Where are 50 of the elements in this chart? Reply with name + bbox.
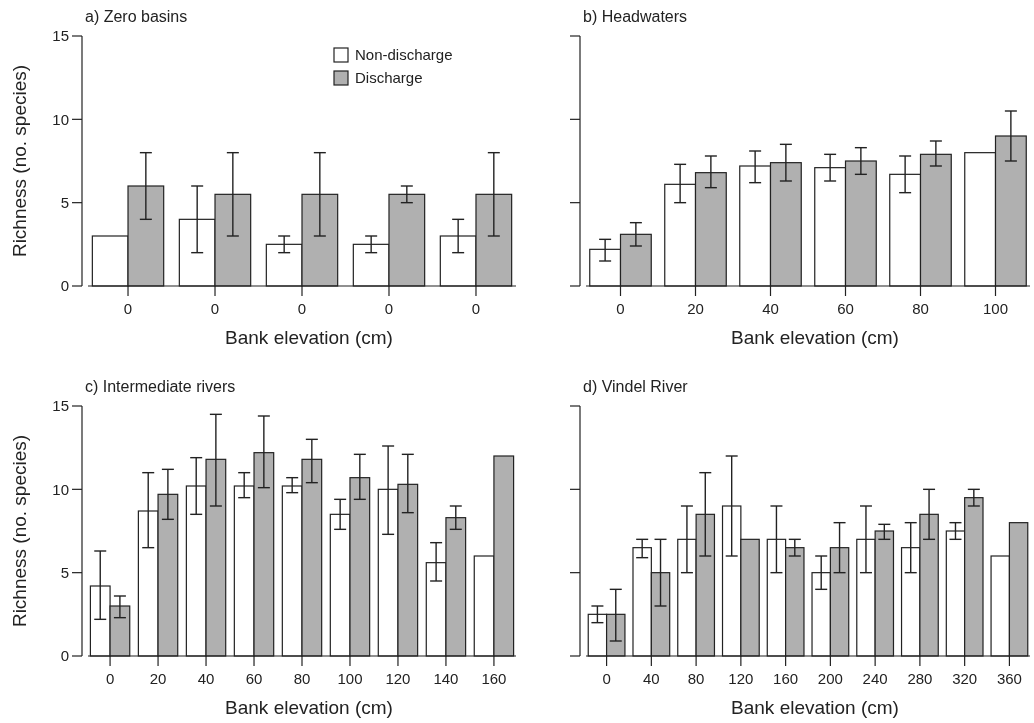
x-tick-label: 0 <box>616 300 625 317</box>
x-tick-label: 320 <box>952 670 978 687</box>
chart-title: b) Headwaters <box>583 8 688 25</box>
x-tick-label: 140 <box>433 670 459 687</box>
x-axis-title: Bank elevation (cm) <box>731 697 899 718</box>
x-tick-label: 120 <box>385 670 411 687</box>
x-tick-label: 60 <box>837 300 854 317</box>
x-tick-label: 160 <box>773 670 799 687</box>
y-tick-label: 0 <box>60 647 69 665</box>
x-tick-label: 0 <box>210 300 220 317</box>
chart-title: c) Intermediate rivers <box>85 378 236 395</box>
chart-title: a) Zero basins <box>85 8 188 25</box>
x-tick-label: 280 <box>907 670 933 687</box>
x-tick-label: 0 <box>384 300 394 317</box>
x-tick-label: 100 <box>337 670 363 687</box>
legend-label: Non-discharge <box>355 46 453 63</box>
x-tick-label: 0 <box>471 300 481 317</box>
x-tick-label: 40 <box>197 670 215 687</box>
y-tick-label: 15 <box>52 27 69 45</box>
chart-title: d) Vindel River <box>583 378 689 395</box>
x-tick-label: 0 <box>123 300 133 317</box>
x-tick-label: 0 <box>105 670 115 687</box>
y-tick-label: 0 <box>60 277 69 295</box>
x-tick-label: 80 <box>912 300 929 317</box>
x-axis-title: Bank elevation (cm) <box>225 327 393 348</box>
x-tick-label: 20 <box>687 300 704 317</box>
x-tick-label: 60 <box>245 670 263 687</box>
y-tick-label: 5 <box>60 193 69 211</box>
x-tick-label: 0 <box>602 670 611 687</box>
x-tick-label: 40 <box>643 670 660 687</box>
x-tick-label: 240 <box>862 670 888 687</box>
x-tick-label: 360 <box>996 670 1022 687</box>
x-tick-label: 80 <box>293 670 311 687</box>
legend-label: Discharge <box>355 69 423 86</box>
y-tick-label: 10 <box>52 110 69 128</box>
x-tick-label: 120 <box>728 670 754 687</box>
y-axis-title: Richness (no. species) <box>9 64 30 258</box>
x-axis-title: Bank elevation (cm) <box>731 327 899 348</box>
y-tick-label: 15 <box>52 397 69 415</box>
y-tick-label: 5 <box>60 563 69 581</box>
x-tick-label: 200 <box>817 670 843 687</box>
x-tick-label: 0 <box>297 300 307 317</box>
y-axis-title: Richness (no. species) <box>9 434 30 628</box>
x-tick-label: 40 <box>762 300 779 317</box>
x-tick-label: 80 <box>687 670 705 687</box>
x-tick-label: 20 <box>149 670 167 687</box>
x-tick-label: 160 <box>481 670 507 687</box>
x-tick-label: 100 <box>982 300 1009 317</box>
x-axis-title: Bank elevation (cm) <box>225 697 393 718</box>
y-tick-label: 10 <box>52 480 69 498</box>
